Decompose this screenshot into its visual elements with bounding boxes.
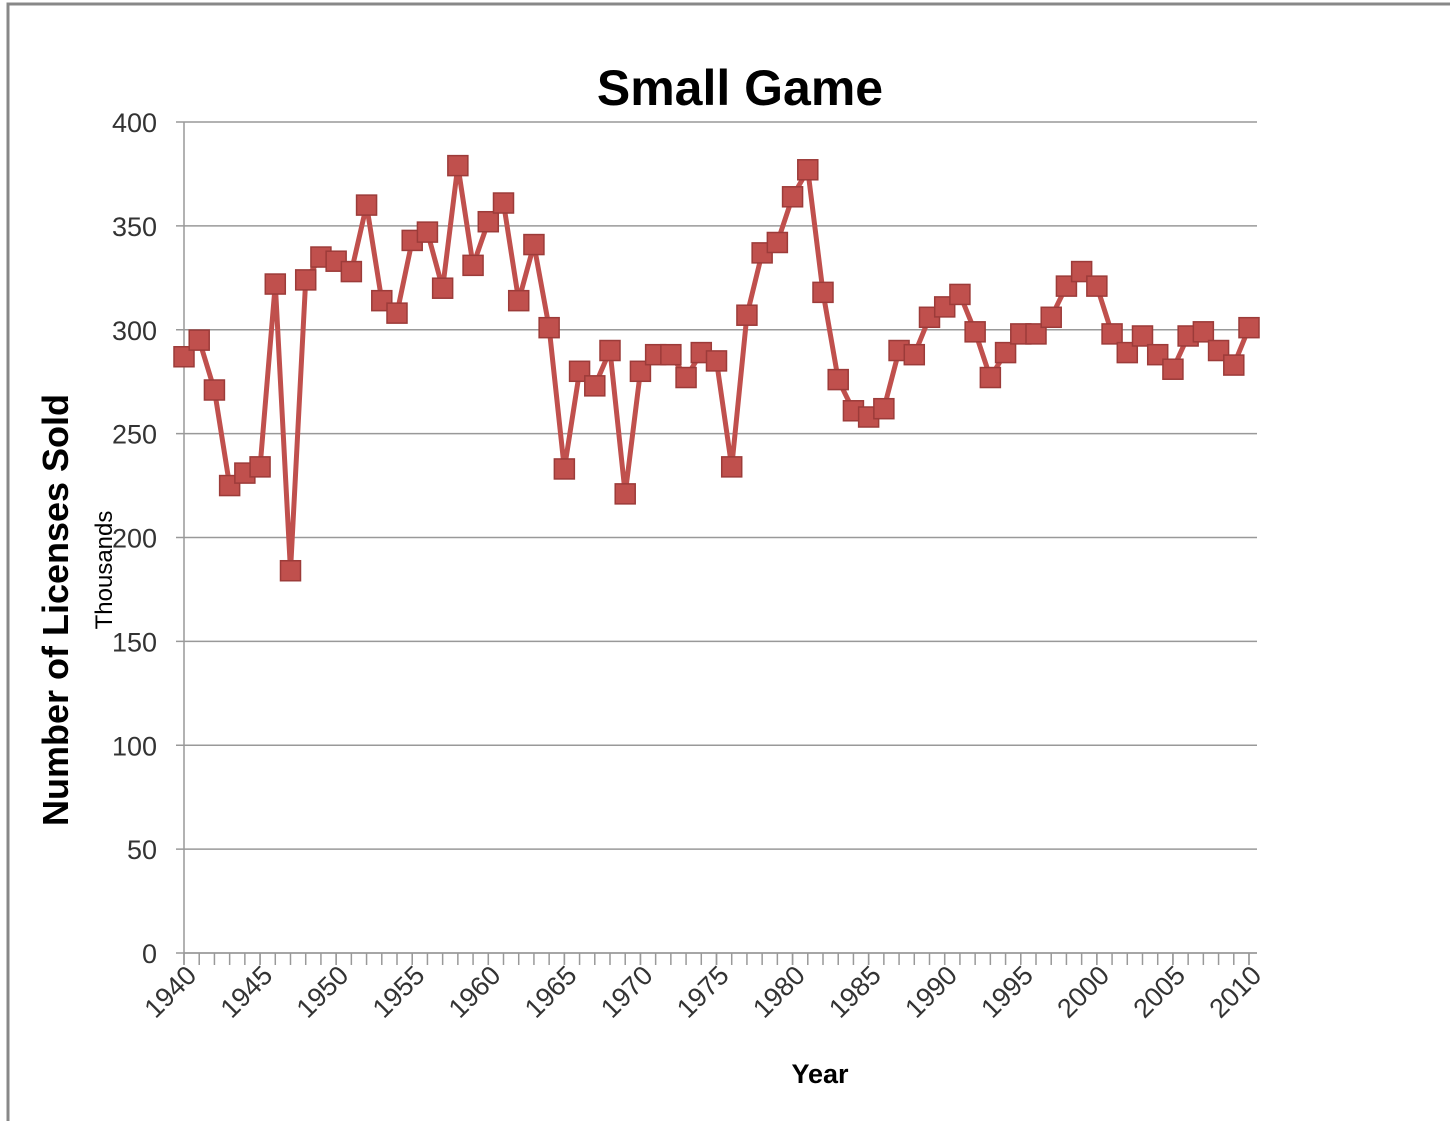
marker — [1192, 321, 1215, 343]
marker — [979, 366, 1002, 389]
x-tick-label: 2000 — [1051, 960, 1115, 1024]
marker — [416, 221, 439, 243]
x-tick-label: 1960 — [443, 960, 507, 1024]
y-tick-label: 50 — [127, 835, 157, 865]
marker — [781, 186, 804, 208]
marker — [447, 154, 469, 177]
marker — [812, 281, 834, 304]
x-axis-label: Year — [791, 1059, 849, 1089]
marker — [538, 316, 560, 339]
y-tick-label: 350 — [112, 212, 157, 242]
y-axis-unit: Thousands — [91, 511, 118, 630]
x-tick-label: 1990 — [899, 960, 963, 1024]
marker — [507, 289, 530, 312]
marker — [1040, 306, 1062, 329]
marker — [477, 210, 500, 233]
marker — [1131, 325, 1154, 347]
marker — [873, 397, 895, 420]
marker — [994, 341, 1017, 364]
x-tick-label: 2005 — [1127, 960, 1191, 1024]
marker — [264, 273, 287, 295]
marker — [736, 304, 758, 326]
y-tick-label: 0 — [142, 939, 157, 969]
x-tick-label: 1985 — [823, 960, 887, 1024]
marker — [949, 283, 971, 306]
marker — [279, 559, 302, 582]
marker — [797, 159, 819, 181]
x-tick-label: 1995 — [975, 960, 1039, 1024]
y-tick-label: 200 — [112, 524, 157, 554]
marker — [1116, 341, 1139, 364]
marker — [675, 366, 697, 389]
marker — [492, 192, 515, 214]
marker — [462, 254, 484, 277]
marker — [1238, 316, 1260, 339]
x-tick-label: 1945 — [215, 960, 279, 1024]
frame — [6, 2, 1450, 1121]
x-tick-label: 1970 — [595, 960, 659, 1024]
y-tick-label: 250 — [112, 420, 157, 450]
x-tick-label: 1980 — [747, 960, 811, 1024]
marker — [1223, 354, 1245, 376]
marker — [1025, 323, 1047, 345]
marker — [294, 269, 317, 291]
marker — [355, 194, 378, 216]
x-tick-label: 1975 — [671, 960, 735, 1024]
x-tick-label: 1965 — [519, 960, 583, 1024]
marker — [614, 483, 636, 505]
marker — [827, 368, 849, 391]
marker — [1162, 358, 1184, 380]
marker — [523, 233, 545, 256]
marker — [903, 343, 926, 366]
y-tick-label: 300 — [112, 316, 157, 346]
y-tick-label: 400 — [112, 108, 157, 138]
marker — [1101, 323, 1123, 345]
marker — [386, 302, 408, 324]
marker — [249, 456, 271, 478]
marker — [705, 350, 728, 372]
marker — [720, 456, 743, 478]
x-tick-label: 1940 — [139, 960, 203, 1024]
marker — [964, 321, 986, 343]
marker — [766, 231, 789, 254]
marker — [553, 458, 576, 480]
marker — [660, 343, 682, 366]
marker — [340, 260, 363, 283]
marker — [188, 329, 210, 351]
y-axis-label: Number of Licenses Sold — [35, 394, 76, 826]
y-tick-label: 150 — [112, 627, 157, 657]
x-tick-label: 2010 — [1204, 960, 1268, 1024]
marker — [584, 375, 606, 397]
marker — [203, 379, 226, 401]
x-tick-label: 1955 — [367, 960, 431, 1024]
y-tick-label: 100 — [112, 731, 157, 761]
marker — [629, 360, 652, 383]
chart-title: Small Game — [597, 60, 883, 116]
marker — [173, 346, 195, 368]
marker — [599, 339, 621, 362]
marker — [431, 277, 454, 299]
marker — [1086, 275, 1108, 297]
x-tick-label: 1950 — [291, 960, 355, 1024]
